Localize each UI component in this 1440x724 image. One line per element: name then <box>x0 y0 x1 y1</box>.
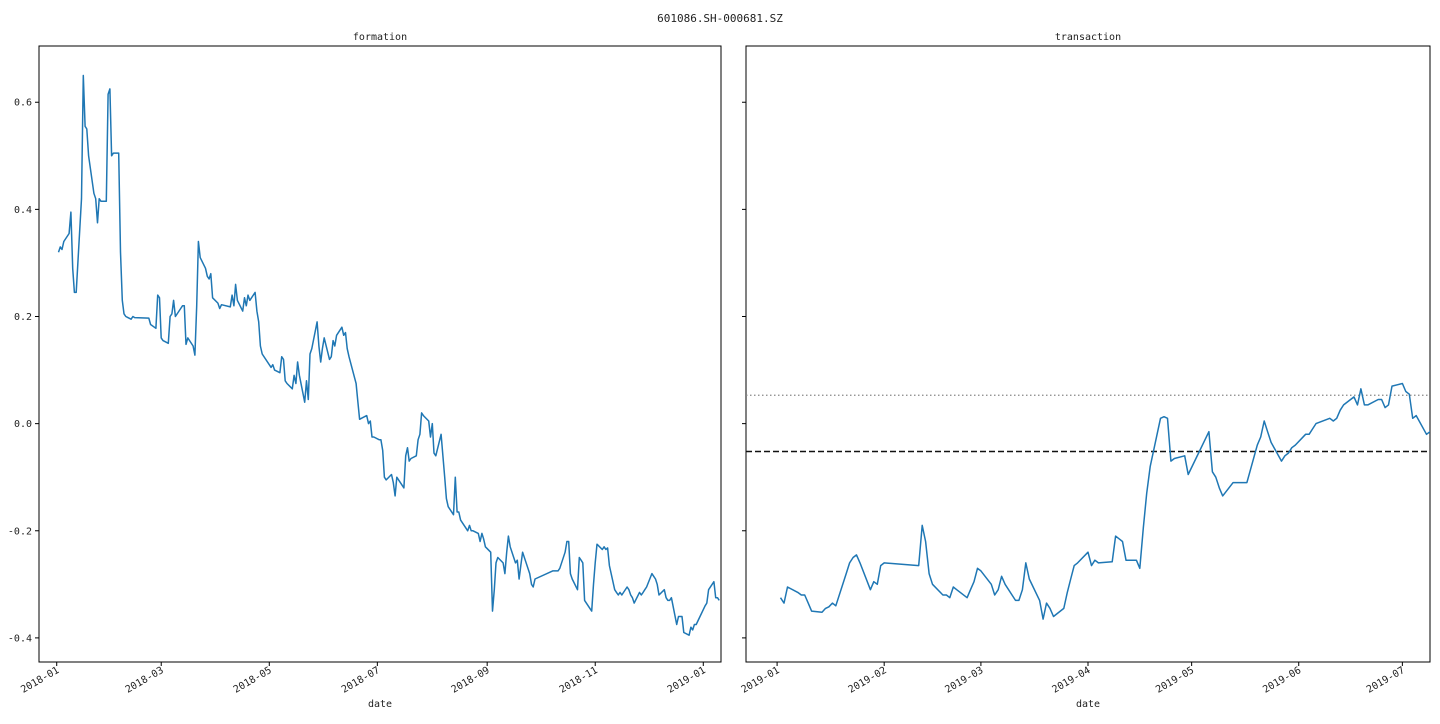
y-tick-label: -0.4 <box>8 633 32 644</box>
y-tick-label: 0.0 <box>14 419 32 430</box>
y-tick-label: -0.2 <box>8 526 32 537</box>
x-tick-label: 2019-01 <box>740 665 782 696</box>
x-tick-label: 2019-06 <box>1261 665 1303 696</box>
panel-title: formation <box>353 32 407 43</box>
x-axis-label: date <box>368 699 392 710</box>
x-tick-label: 2018-03 <box>124 665 166 696</box>
y-tick-label: 0.2 <box>14 312 32 323</box>
x-tick-label: 2019-01 <box>666 665 708 696</box>
series-line <box>59 76 720 636</box>
x-tick-label: 2019-07 <box>1365 665 1407 696</box>
x-tick-label: 2018-01 <box>19 665 61 696</box>
panel-transaction: transaction 2019-01 2019-02 2019-03 2019-04 2… <box>740 32 1440 710</box>
x-tick-label: 2019-04 <box>1050 665 1092 696</box>
y-tick-label: 0.6 <box>14 98 32 109</box>
plot-frame <box>39 46 721 662</box>
x-tick-label: 2018-11 <box>558 665 600 696</box>
panel-formation: formation -0.4 -0.2 0.0 0.2 0.4 0.6 2018-01 2018… <box>8 32 721 710</box>
x-tick-label: 2019-05 <box>1154 665 1196 696</box>
y-tick-label: 0.4 <box>14 205 32 216</box>
plot-frame <box>746 46 1430 662</box>
x-tick-label: 2019-02 <box>847 665 889 696</box>
panel-title: transaction <box>1055 32 1121 43</box>
x-tick-label: 2018-05 <box>232 665 274 696</box>
x-tick-label: 2018-07 <box>340 665 382 696</box>
figure-title: 601086.SH-000681.SZ <box>657 12 783 25</box>
x-tick-label: 2018-09 <box>450 665 492 696</box>
x-axis-label: date <box>1076 699 1100 710</box>
series-line <box>781 384 1440 620</box>
x-tick-label: 2019-03 <box>943 665 985 696</box>
